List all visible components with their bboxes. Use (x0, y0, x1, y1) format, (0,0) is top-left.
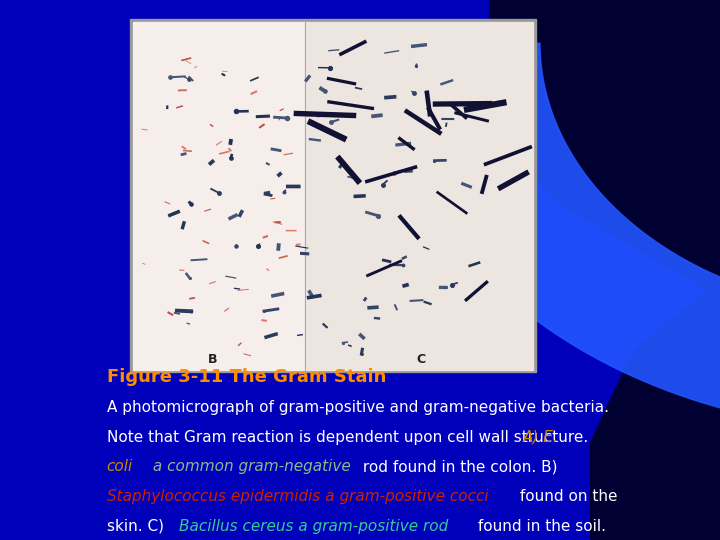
Text: C: C (416, 353, 426, 366)
Text: a common gram-negative: a common gram-negative (148, 460, 351, 475)
Bar (133, 22, 305, 370)
Text: A) E.: A) E. (523, 430, 559, 445)
Text: B: B (208, 353, 218, 366)
Polygon shape (590, 281, 720, 540)
Text: found on the: found on the (515, 489, 617, 504)
Text: A photomicrograph of gram-positive and gram-negative bacteria.: A photomicrograph of gram-positive and g… (107, 400, 608, 415)
Text: Bacillus cereus a gram-positive rod: Bacillus cereus a gram-positive rod (179, 519, 448, 534)
Text: skin. C): skin. C) (107, 519, 168, 534)
Text: Figure 3-11 The Gram Stain: Figure 3-11 The Gram Stain (107, 368, 386, 386)
Bar (305, 22, 533, 370)
Polygon shape (382, 43, 720, 432)
Text: coli: coli (107, 460, 132, 475)
Text: Note that Gram reaction is dependent upon cell wall structure.: Note that Gram reaction is dependent upo… (107, 430, 593, 445)
Polygon shape (490, 0, 720, 297)
Bar (130, 19, 536, 372)
Text: found in the soil.: found in the soil. (473, 519, 606, 534)
Text: rod found in the colon. B): rod found in the colon. B) (358, 460, 557, 475)
Text: Staphylococcus epidermidis a gram-positive cocci: Staphylococcus epidermidis a gram-positi… (107, 489, 488, 504)
